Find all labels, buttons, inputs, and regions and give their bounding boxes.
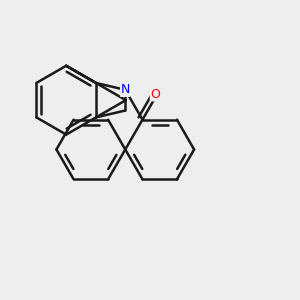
Text: O: O [150,88,160,101]
Text: N: N [121,83,130,96]
